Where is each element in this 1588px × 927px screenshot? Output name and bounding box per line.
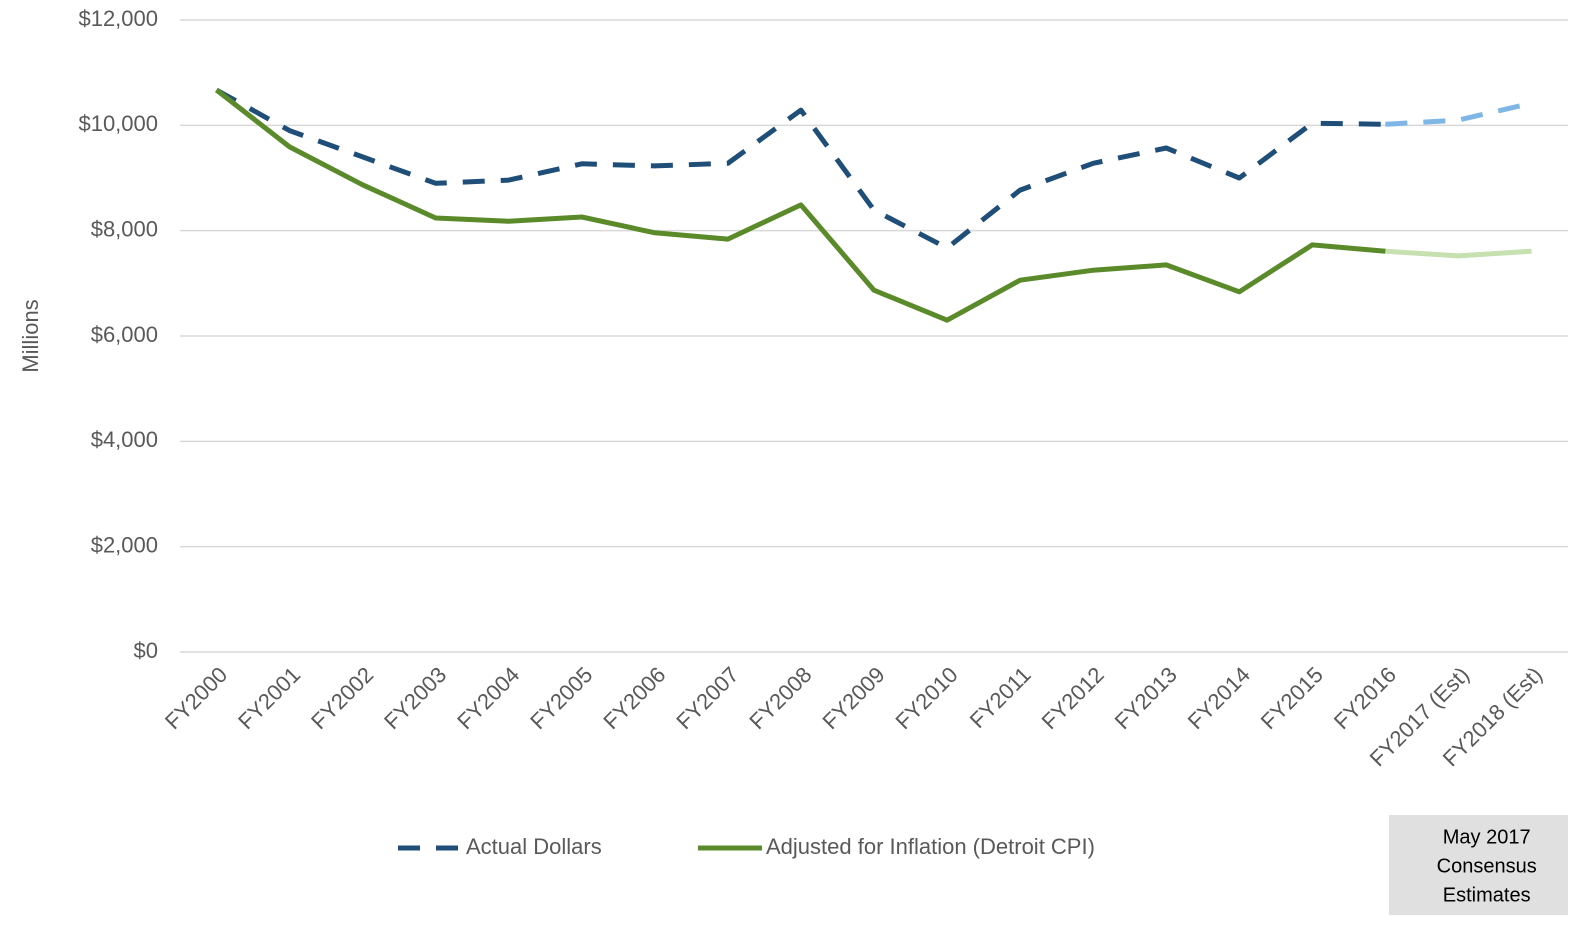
x-tick-label: FY2013 xyxy=(1110,662,1182,734)
x-tick-label: FY2011 xyxy=(965,662,1036,733)
y-tick-label: $4,000 xyxy=(91,427,158,452)
x-tick-label: FY2009 xyxy=(817,662,889,734)
legend-label: Adjusted for Inflation (Detroit CPI) xyxy=(766,834,1095,859)
x-tick-label: FY2001 xyxy=(233,662,305,734)
x-tick-label: FY2004 xyxy=(452,662,524,734)
annotation-box xyxy=(1389,815,1568,915)
x-tick-label: FY2005 xyxy=(525,662,597,734)
x-tick-label: FY2007 xyxy=(671,662,743,734)
annotation-text: Estimates xyxy=(1443,884,1531,906)
y-tick-label: $6,000 xyxy=(91,322,158,347)
annotation-text: May 2017 xyxy=(1443,826,1531,848)
y-tick-label: $12,000 xyxy=(78,6,158,31)
x-tick-label: FY2010 xyxy=(891,662,963,734)
series-line xyxy=(215,87,1386,251)
x-tick-label: FY2012 xyxy=(1037,662,1109,734)
x-tick-label: FY2014 xyxy=(1183,662,1255,734)
y-tick-label: $10,000 xyxy=(78,111,158,136)
x-tick-label: FY2006 xyxy=(598,662,670,734)
y-axis-label: Millions xyxy=(18,299,43,372)
series-line xyxy=(1385,248,1532,259)
x-tick-label: FY2003 xyxy=(379,662,451,734)
x-tick-label: FY2000 xyxy=(160,662,232,734)
series-line xyxy=(214,88,1386,323)
y-tick-label: $2,000 xyxy=(91,532,158,557)
x-tick-label: FY2016 xyxy=(1329,662,1401,734)
legend-label: Actual Dollars xyxy=(466,834,602,859)
series-line xyxy=(1385,100,1533,127)
annotation-text: Consensus xyxy=(1437,855,1537,877)
x-tick-label: FY2008 xyxy=(744,662,816,734)
y-tick-label: $8,000 xyxy=(91,216,158,241)
y-tick-label: $0 xyxy=(134,638,158,663)
x-tick-label: FY2002 xyxy=(306,662,378,734)
x-tick-label: FY2015 xyxy=(1256,662,1328,734)
